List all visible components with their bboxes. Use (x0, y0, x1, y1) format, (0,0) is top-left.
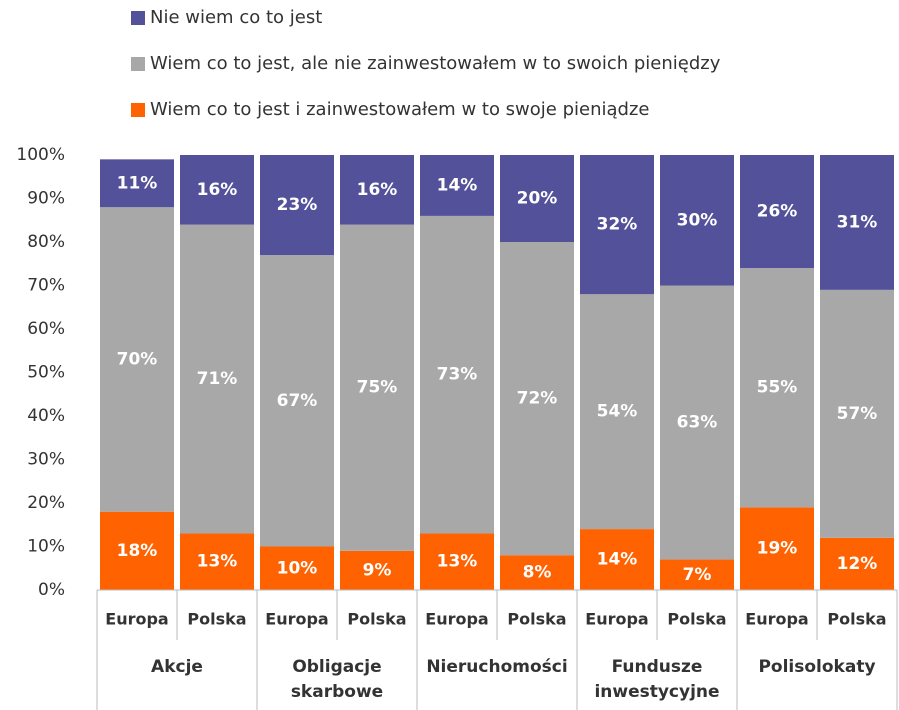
value-label: 14% (597, 550, 638, 570)
bar-segment (260, 255, 334, 547)
value-label: 11% (117, 173, 158, 193)
bar-segment (820, 289, 894, 538)
bar-segment (580, 294, 654, 530)
y-tick-label: 20% (27, 493, 65, 513)
bar-segment (500, 155, 574, 242)
bar-segment (180, 155, 254, 225)
group-label: Fundusze inwestycyjne (594, 657, 720, 702)
bar-segment (420, 155, 494, 216)
value-label: 55% (757, 378, 798, 398)
value-label: 31% (837, 212, 878, 232)
value-label: 12% (837, 554, 878, 574)
group-label: Akcje (151, 657, 203, 677)
value-label: 73% (437, 365, 478, 385)
x-tick-label: Europa (745, 610, 808, 629)
y-tick-label: 30% (27, 450, 65, 470)
bar-segment (500, 555, 574, 590)
legend-swatch (131, 11, 145, 25)
x-tick-label: Polska (507, 610, 566, 629)
y-tick-label: 70% (27, 276, 65, 296)
bar-segment (740, 155, 814, 269)
value-label: 67% (277, 391, 318, 411)
value-label: 19% (757, 539, 798, 559)
x-tick-label: Europa (265, 610, 328, 629)
value-label: 9% (363, 560, 392, 580)
value-label: 20% (517, 189, 558, 209)
bar-segment (180, 533, 254, 590)
legend-label: Wiem co to jest, ale nie zainwestowałem … (150, 53, 721, 74)
y-tick-label: 60% (27, 319, 65, 339)
value-label: 71% (197, 369, 238, 389)
value-label: 32% (597, 215, 638, 235)
bar-segment (260, 546, 334, 590)
x-tick-label: Polska (347, 610, 406, 629)
value-label: 14% (437, 175, 478, 195)
bar-segment (100, 159, 174, 208)
value-label: 26% (757, 202, 798, 222)
bar-segment (100, 511, 174, 590)
legend-swatch (131, 57, 145, 71)
bar-segment (420, 533, 494, 590)
bar-segment (660, 285, 734, 560)
y-tick-label: 40% (27, 406, 65, 426)
group-label: Obligacje skarbowe (290, 657, 384, 702)
legend-label: Nie wiem co to jest (150, 7, 322, 28)
value-label: 18% (117, 541, 158, 561)
x-tick-label: Polska (827, 610, 886, 629)
value-label: 10% (277, 558, 318, 578)
value-label: 70% (117, 349, 158, 369)
bar-segment (340, 550, 414, 590)
bar-segment (340, 155, 414, 225)
legend-label: Wiem co to jest i zainwestowałem w to sw… (150, 99, 649, 120)
bar-segment (580, 155, 654, 295)
y-tick-label: 80% (27, 232, 65, 252)
bar-segment (820, 537, 894, 590)
value-label: 75% (357, 378, 398, 398)
value-label: 72% (517, 389, 558, 409)
x-tick-label: Europa (585, 610, 648, 629)
y-tick-label: 100% (16, 145, 65, 165)
value-label: 7% (683, 565, 712, 585)
y-tick-label: 90% (27, 189, 65, 209)
value-label: 13% (437, 552, 478, 572)
value-label: 23% (277, 195, 318, 215)
value-label: 30% (677, 210, 718, 230)
bar-segment (580, 529, 654, 590)
bar-segment (740, 507, 814, 590)
group-label: Polisolokaty (758, 657, 876, 677)
bar-segment (740, 268, 814, 508)
value-label: 16% (197, 180, 238, 200)
y-tick-label: 50% (27, 363, 65, 383)
bar-segment (100, 207, 174, 512)
value-label: 13% (197, 552, 238, 572)
bar-segment (820, 155, 894, 290)
x-tick-label: Europa (425, 610, 488, 629)
bar-segment (340, 224, 414, 551)
bar-segment (500, 242, 574, 556)
value-label: 54% (597, 402, 638, 422)
bar-segment (260, 155, 334, 256)
group-label: Nieruchomości (426, 657, 568, 677)
value-label: 8% (523, 563, 552, 583)
x-tick-label: Polska (187, 610, 246, 629)
value-label: 63% (677, 413, 718, 433)
x-tick-label: Europa (105, 610, 168, 629)
legend-swatch (131, 103, 145, 117)
bar-segment (660, 559, 734, 590)
bar-segment (660, 155, 734, 286)
value-label: 16% (357, 180, 398, 200)
y-tick-label: 0% (38, 580, 65, 600)
x-tick-label: Polska (667, 610, 726, 629)
value-label: 57% (837, 404, 878, 424)
y-tick-label: 10% (27, 537, 65, 557)
bar-segment (180, 224, 254, 534)
bar-segment (420, 215, 494, 534)
